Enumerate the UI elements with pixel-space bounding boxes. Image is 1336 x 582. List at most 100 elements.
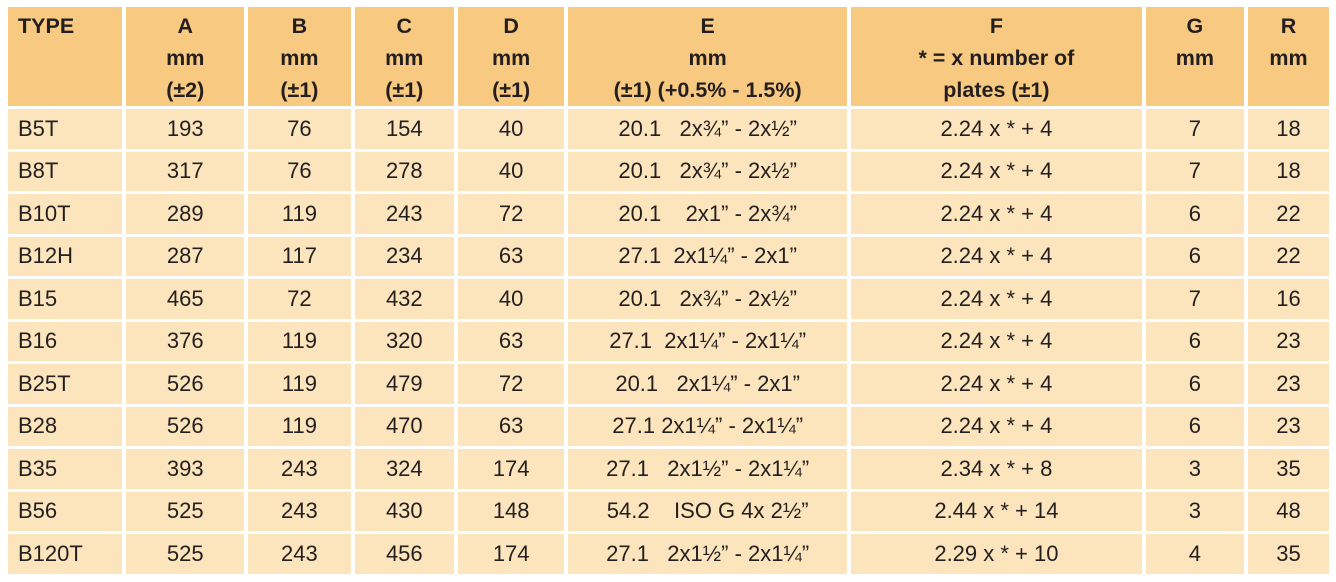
column-header-d-line: (±1): [492, 78, 531, 102]
column-header-f-line: F: [989, 14, 1003, 38]
cell-g: 6: [1145, 406, 1244, 446]
cell-g: 3: [1145, 491, 1244, 531]
cell-a: 287: [126, 236, 245, 276]
cell-d: 148: [458, 491, 565, 531]
cell-c: 320: [354, 321, 455, 361]
column-header-f: F * = x number of plates (±1): [851, 7, 1142, 106]
table-row: B15 465 72 432 40 20.1 2x¾” - 2x½” 2.24 x * + …: [8, 279, 1329, 319]
column-header-f-line: plates (±1): [943, 78, 1050, 102]
cell-type: B10T: [8, 194, 123, 234]
cell-a: 376: [126, 321, 245, 361]
cell-d: 63: [458, 406, 565, 446]
cell-c: 154: [354, 109, 455, 149]
cell-c: 430: [354, 491, 455, 531]
column-header-b-line: mm: [280, 46, 319, 70]
column-header-g-line: mm: [1175, 46, 1214, 70]
cell-type: B56: [8, 491, 123, 531]
cell-g: 7: [1145, 151, 1244, 191]
table-row: B16 376 119 320 63 27.1 2x1¼” - 2x1¼” 2.24 x *…: [8, 321, 1329, 361]
column-header-e-line: E: [700, 14, 715, 38]
column-header-d-line: mm: [492, 46, 531, 70]
table-row: B8T 317 76 278 40 20.1 2x¾” - 2x½” 2.24 x * + …: [8, 151, 1329, 191]
cell-c: 479: [354, 364, 455, 404]
cell-e: 27.1 2x1½” - 2x1¼”: [568, 449, 848, 489]
cell-f: 2.44 x * + 14: [851, 491, 1142, 531]
cell-c: 470: [354, 406, 455, 446]
cell-b: 243: [248, 491, 351, 531]
cell-f: 2.24 x * + 4: [851, 151, 1142, 191]
cell-c: 234: [354, 236, 455, 276]
cell-e: 20.1 2x1” - 2x¾”: [568, 194, 848, 234]
cell-d: 40: [458, 151, 565, 191]
column-header-a-line: mm: [166, 46, 205, 70]
column-header-r-line: R: [1280, 14, 1297, 38]
cell-r: 16: [1247, 279, 1329, 319]
cell-f: 2.34 x * + 8: [851, 449, 1142, 489]
table-row: B5T 193 76 154 40 20.1 2x¾” - 2x½” 2.24 x * + …: [8, 109, 1329, 149]
column-header-d-line: D: [503, 14, 519, 38]
cell-type: B35: [8, 449, 123, 489]
cell-type: B16: [8, 321, 123, 361]
cell-b: 119: [248, 406, 351, 446]
cell-a: 525: [126, 534, 245, 574]
cell-b: 76: [248, 109, 351, 149]
column-header-c-line: C: [396, 14, 413, 38]
cell-e: 27.1 2x1¼” - 2x1¼”: [568, 321, 848, 361]
cell-e: 20.1 2x1¼” - 2x1”: [568, 364, 848, 404]
cell-a: 526: [126, 364, 245, 404]
column-header-a-line: A: [177, 14, 193, 38]
column-header-e-line: (±1) (+0.5% - 1.5%): [613, 78, 802, 102]
cell-d: 63: [458, 321, 565, 361]
column-header-a-line: (±2): [166, 78, 205, 102]
column-header-type: TYPE: [8, 7, 123, 106]
cell-c: 243: [354, 194, 455, 234]
cell-g: 6: [1145, 364, 1244, 404]
table-body: B5T 193 76 154 40 20.1 2x¾” - 2x½” 2.24 x * + …: [8, 109, 1329, 574]
cell-a: 289: [126, 194, 245, 234]
cell-c: 278: [354, 151, 455, 191]
table-row: B25T 526 119 479 72 20.1 2x1¼” - 2x1” 2.24 x *…: [8, 364, 1329, 404]
cell-e: 27.1 2x1¼” - 2x1¼”: [568, 406, 848, 446]
cell-g: 3: [1145, 449, 1244, 489]
cell-e: 54.2 ISO G 4x 2½”: [568, 491, 848, 531]
cell-type: B8T: [8, 151, 123, 191]
column-header-e-line: mm: [688, 46, 727, 70]
cell-b: 119: [248, 364, 351, 404]
cell-c: 432: [354, 279, 455, 319]
cell-d: 72: [458, 364, 565, 404]
cell-f: 2.24 x * + 4: [851, 109, 1142, 149]
cell-a: 193: [126, 109, 245, 149]
cell-b: 76: [248, 151, 351, 191]
cell-b: 119: [248, 321, 351, 361]
cell-g: 7: [1145, 279, 1244, 319]
cell-b: 72: [248, 279, 351, 319]
cell-a: 393: [126, 449, 245, 489]
cell-f: 2.24 x * + 4: [851, 406, 1142, 446]
cell-c: 324: [354, 449, 455, 489]
column-header-type-line: TYPE: [18, 14, 75, 38]
table-row: B120T 525 243 456 174 27.1 2x1½” - 2x1¼” 2.29 …: [8, 534, 1329, 574]
cell-d: 174: [458, 534, 565, 574]
cell-d: 40: [458, 109, 565, 149]
cell-c: 456: [354, 534, 455, 574]
cell-f: 2.24 x * + 4: [851, 279, 1142, 319]
column-header-b-line: (±1): [280, 78, 319, 102]
cell-f: 2.24 x * + 4: [851, 321, 1142, 361]
table-row: B28 526 119 470 63 27.1 2x1¼” - 2x1¼” 2.24 x *…: [8, 406, 1329, 446]
cell-type: B25T: [8, 364, 123, 404]
column-header-f-line: * = x number of: [918, 46, 1075, 70]
cell-r: 23: [1247, 321, 1329, 361]
cell-f: 2.24 x * + 4: [851, 194, 1142, 234]
cell-r: 22: [1247, 194, 1329, 234]
column-header-g-line: G: [1186, 14, 1204, 38]
column-header-c-line: (±1): [385, 78, 424, 102]
cell-d: 40: [458, 279, 565, 319]
cell-type: B15: [8, 279, 123, 319]
